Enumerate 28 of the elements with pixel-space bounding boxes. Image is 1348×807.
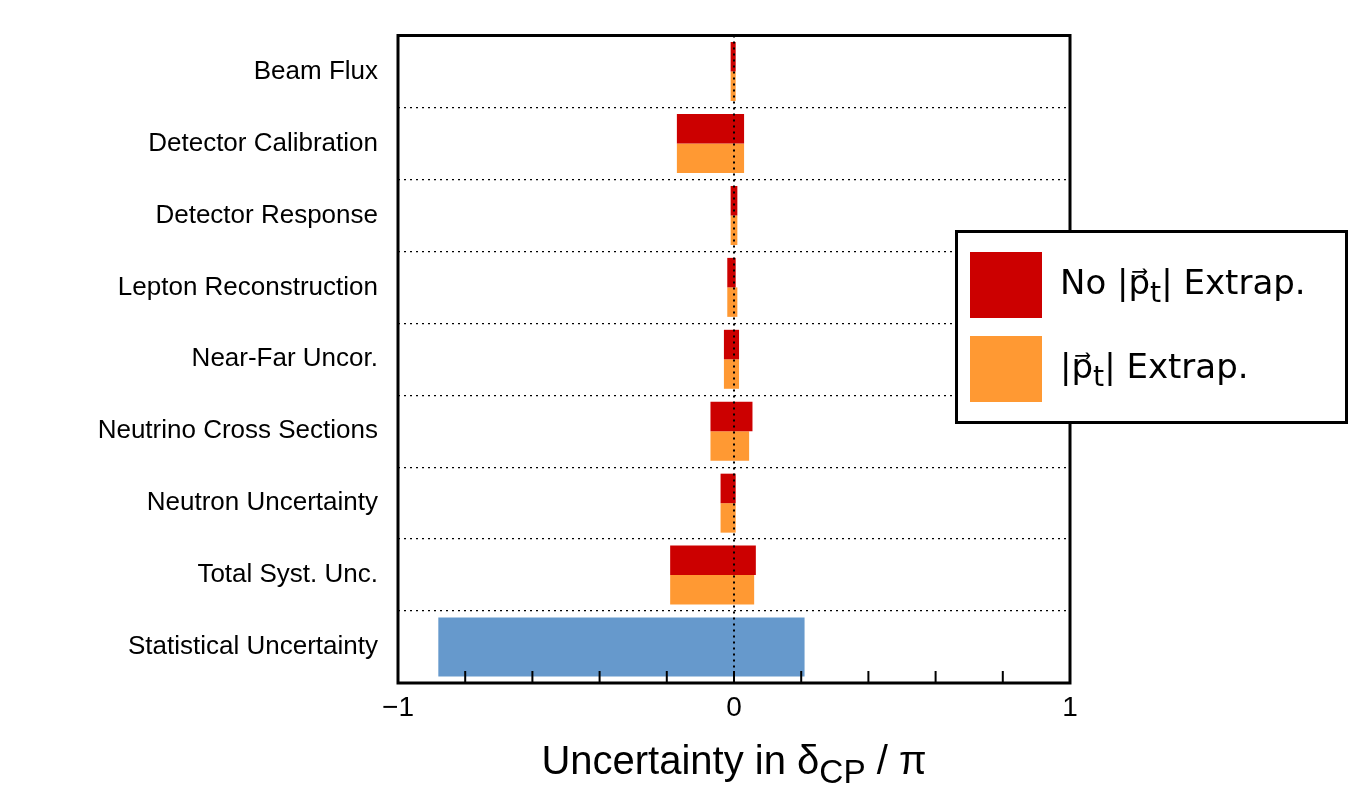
x-tick-label: −1 — [382, 690, 414, 722]
bar — [723, 329, 740, 360]
bar — [438, 617, 805, 677]
bar — [727, 257, 736, 288]
y-tick-label: Lepton Reconstruction — [117, 270, 378, 301]
bar — [720, 503, 736, 533]
x-tick-label: 0 — [726, 690, 742, 722]
y-tick-label: Beam Flux — [253, 54, 378, 85]
legend-label: |p⃗$_{t}$| Extrap. — [1060, 345, 1249, 393]
y-tick-label: Near-Far Uncor. — [191, 342, 378, 373]
y-tick-label: Neutron Uncertainty — [146, 486, 378, 517]
x-axis-title: Uncertainty in δ$_{CP}$ / π — [540, 738, 928, 791]
bar — [670, 575, 755, 605]
bar — [710, 401, 753, 432]
x-tick-label: 1 — [1062, 690, 1078, 722]
y-tick-label: Detector Response — [155, 198, 378, 229]
y-tick-label: Neutrino Cross Sections — [97, 414, 378, 445]
bar — [710, 431, 750, 461]
bar — [723, 359, 740, 389]
bar — [727, 287, 738, 317]
bar — [670, 545, 756, 576]
legend-label: No |p⃗$_{t}$| Extrap. — [1060, 261, 1306, 309]
y-tick-label: Statistical Uncertainty — [128, 630, 378, 661]
y-tick-label: Detector Calibration — [148, 126, 378, 157]
bar — [676, 114, 745, 144]
y-tick-label: Total Syst. Unc. — [197, 558, 378, 589]
bar — [676, 143, 745, 173]
bar — [720, 473, 736, 504]
